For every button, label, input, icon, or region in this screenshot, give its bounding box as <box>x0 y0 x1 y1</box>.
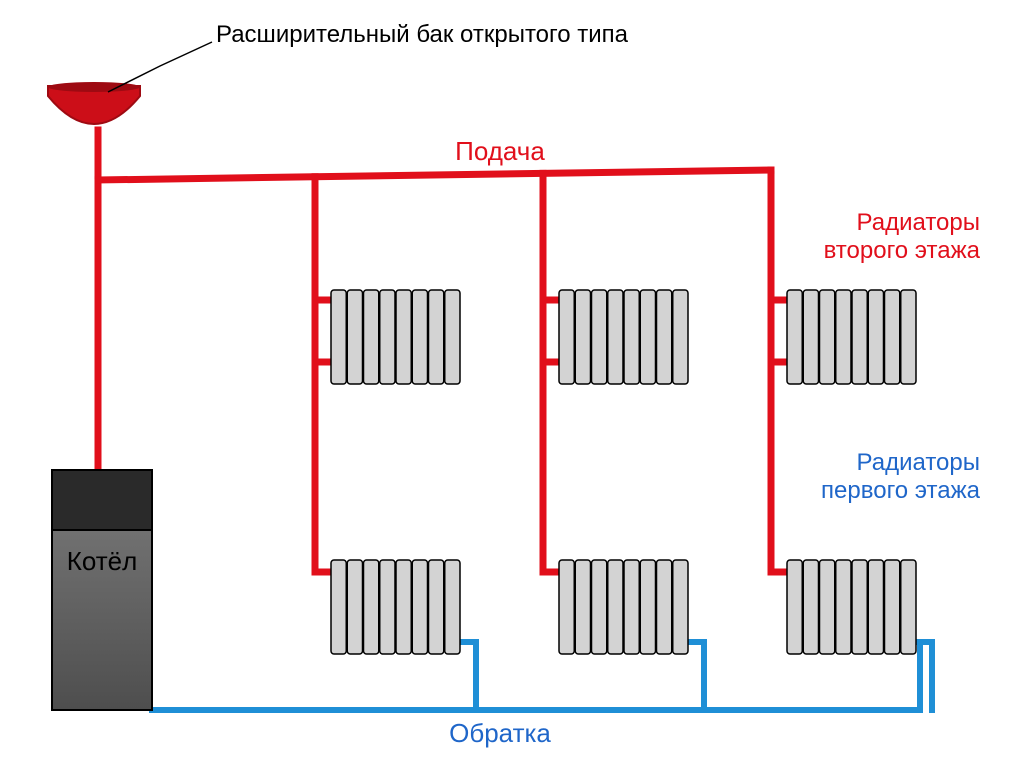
label-title: Расширительный бак открытого типа <box>216 21 629 48</box>
radiator-floor1-0-section <box>364 560 379 654</box>
heating-diagram: Расширительный бак открытого типа Подача О… <box>0 0 1024 768</box>
radiator-floor2-2-section <box>868 290 883 384</box>
radiator-floor2-2-section <box>787 290 802 384</box>
radiator-floor1-0-section <box>412 560 427 654</box>
radiator-floor2-0-section <box>364 290 379 384</box>
radiator-floor1-1-section <box>624 560 639 654</box>
radiator-floor1-2-section <box>901 560 916 654</box>
radiator-floor1-0-section <box>347 560 362 654</box>
label-rad2_l1: Радиаторы <box>857 209 980 236</box>
radiator-floor1-2-section <box>868 560 883 654</box>
radiator-floor1-1-section <box>640 560 655 654</box>
radiator-floor2-2-section <box>836 290 851 384</box>
label-supply: Подача <box>455 136 545 166</box>
radiator-floor1-2-section <box>885 560 900 654</box>
leader-line <box>108 42 212 92</box>
radiator-floor2-1-section <box>640 290 655 384</box>
radiator-floor1-2-section <box>852 560 867 654</box>
radiator-floor1-2-section <box>803 560 818 654</box>
radiator-floor2-0-section <box>412 290 427 384</box>
radiator-floor2-2-section <box>901 290 916 384</box>
radiator-floor2-2-section <box>852 290 867 384</box>
radiator-floor2-2 <box>787 290 916 384</box>
radiator-floor1-2-section <box>836 560 851 654</box>
radiator-floor1-0-section <box>429 560 444 654</box>
radiator-floor1-1 <box>559 560 688 654</box>
radiator-floor1-0 <box>331 560 460 654</box>
radiator-floor2-2-section <box>885 290 900 384</box>
radiator-floor1-0-section <box>396 560 411 654</box>
radiator-floor2-0-section <box>429 290 444 384</box>
label-return: Обратка <box>449 718 551 748</box>
supply-header <box>98 170 771 180</box>
label-rad1_l1: Радиаторы <box>857 449 980 476</box>
radiator-floor2-0-section <box>396 290 411 384</box>
radiator-floor2-2-section <box>820 290 835 384</box>
label-boiler: Котёл <box>67 546 138 576</box>
radiator-floor2-0-section <box>445 290 460 384</box>
radiator-floor1-1-section <box>657 560 672 654</box>
radiator-floor1-0-section <box>380 560 395 654</box>
radiator-floor2-1-section <box>673 290 688 384</box>
radiator-floor2-0-section <box>347 290 362 384</box>
radiator-floor1-1-section <box>575 560 590 654</box>
radiator-floor1-2-section <box>820 560 835 654</box>
radiator-floor2-1-section <box>592 290 607 384</box>
radiator-floor2-0-section <box>331 290 346 384</box>
label-rad2_l2: второго этажа <box>824 237 981 264</box>
radiator-floor1-1-section <box>559 560 574 654</box>
radiator-floor2-1-section <box>657 290 672 384</box>
radiator-floor1-1-section <box>608 560 623 654</box>
radiator-floor2-2-section <box>803 290 818 384</box>
radiator-floor1-2 <box>787 560 916 654</box>
radiator-floor2-0 <box>331 290 460 384</box>
radiator-floor1-0-section <box>445 560 460 654</box>
radiator-floor1-0-section <box>331 560 346 654</box>
radiator-floor1-1-section <box>592 560 607 654</box>
radiator-floor1-1-section <box>673 560 688 654</box>
radiator-floor2-0-section <box>380 290 395 384</box>
radiator-floor2-1-section <box>575 290 590 384</box>
radiator-floor1-2-section <box>787 560 802 654</box>
boiler-top <box>52 470 152 530</box>
label-rad1_l2: первого этажа <box>821 477 981 504</box>
radiator-floor2-1 <box>559 290 688 384</box>
radiator-floor2-1-section <box>559 290 574 384</box>
radiator-floor2-1-section <box>624 290 639 384</box>
radiator-floor2-1-section <box>608 290 623 384</box>
